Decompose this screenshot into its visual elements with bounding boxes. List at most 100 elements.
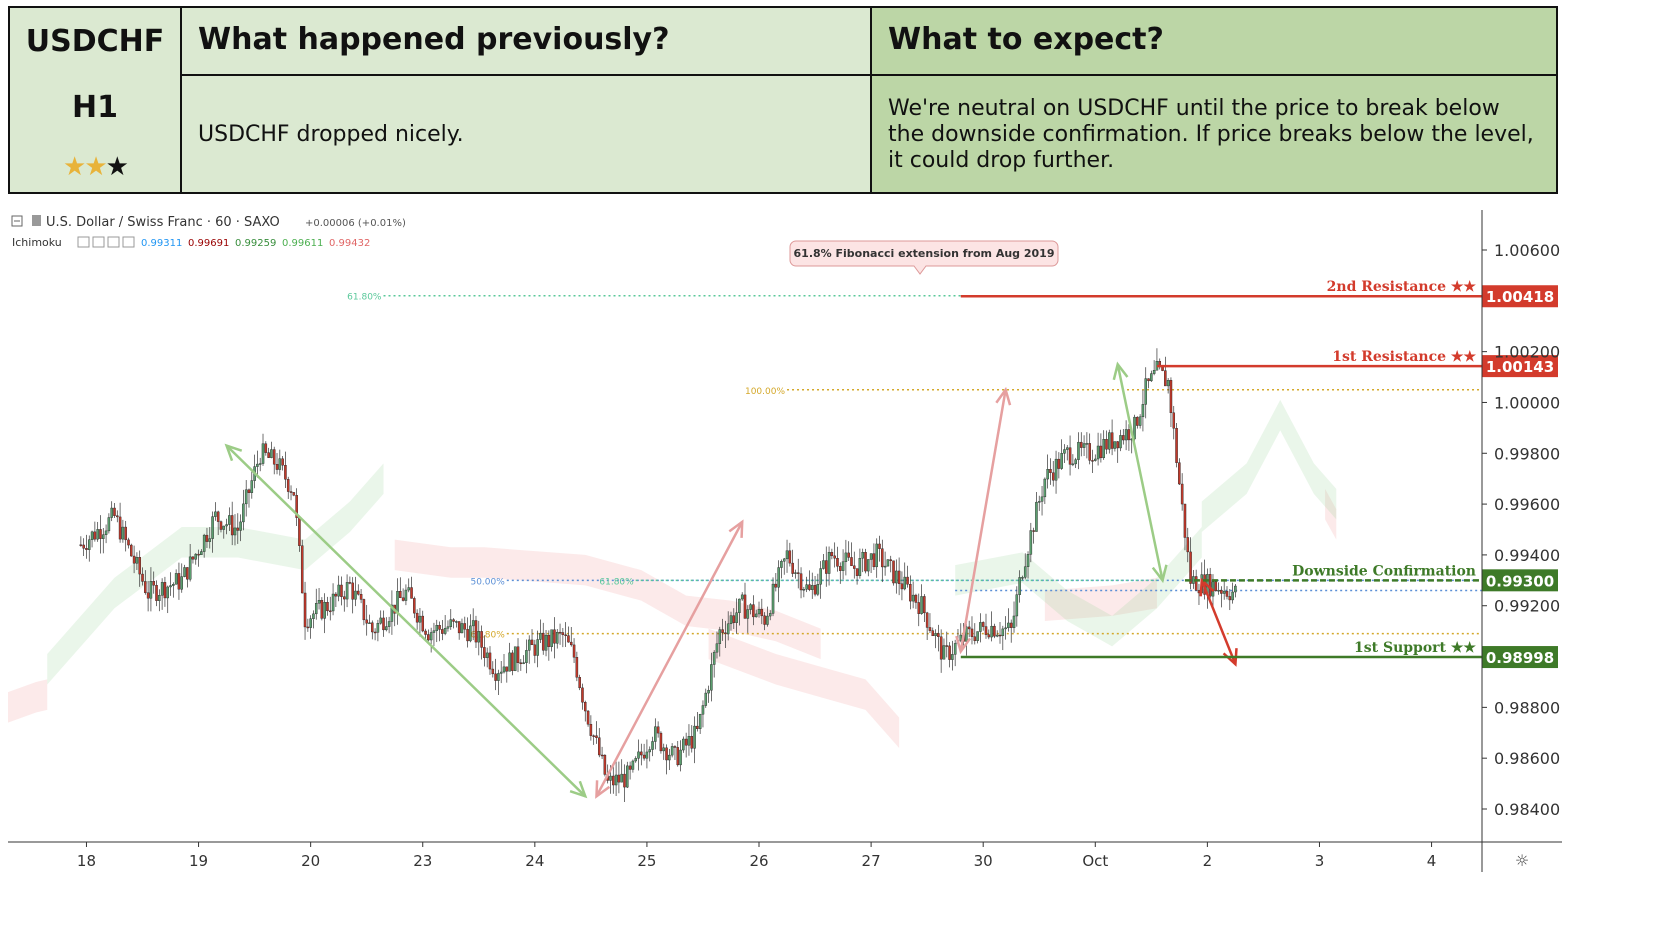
candle-body [1082,443,1086,448]
level-price-tag [1482,569,1558,592]
candle-body [292,492,296,496]
candle-body [236,527,240,531]
fibonacci-callout: 61.8% Fibonacci extension from Aug 2019 [789,240,1059,275]
candle-body [895,570,898,584]
x-tick-label: 27 [862,852,881,870]
cloud-bearish [1325,488,1337,540]
settings-icon[interactable] [92,236,105,248]
y-tick-label: 0.99600 [1494,495,1560,514]
candle-body [177,573,181,590]
candle-body [340,584,343,597]
candle-body [1186,537,1190,553]
candle-body [1124,429,1128,441]
candle-body [1091,460,1094,462]
key-levels: 2nd Resistance ★★ 1.00418 1st Resistance ★… [960,279,1558,669]
indicator-controls[interactable] [77,236,135,248]
x-tick-label: 26 [749,852,768,870]
candle-body [180,576,184,590]
candle-body [399,591,402,598]
candle-body [785,550,789,560]
candle-body [626,765,629,788]
candle-body [707,689,710,694]
candle-body [864,552,867,572]
y-tick-label: 0.99200 [1494,597,1560,616]
candle-body [693,725,696,749]
candle-body [654,726,657,742]
level-name: 1st Resistance ★★ [1332,349,1476,365]
candle-body [457,621,461,634]
candle-body [513,646,517,671]
candle-body [665,747,668,761]
level-price-tag [1482,285,1558,308]
x-tick-label: 25 [637,852,656,870]
instrument-label[interactable]: U.S. Dollar / Swiss Franc · 60 · SAXO [46,215,280,230]
candle-body [494,673,497,681]
fib-label: 61.80% [347,293,382,303]
source-icon[interactable] [107,236,120,248]
candle-body [267,452,270,458]
candle-body [1071,463,1075,466]
remove-icon[interactable] [122,236,135,248]
y-axis-ticks: 1.00600 1.00200 1.00000 0.99800 0.99600 0.994… [1482,241,1560,819]
candle-body [183,567,186,577]
candle-body [743,594,747,619]
x-tick-label: 24 [525,852,544,870]
candle-body [222,525,226,530]
candle-body [186,567,189,580]
candle-body [438,625,441,630]
candle-body [640,751,643,756]
candle-body [113,507,116,516]
candle-body [155,585,158,601]
candle-body [345,582,349,600]
fib-label: 61.80% [599,577,634,587]
candle-body [805,584,808,590]
candle-body [1074,459,1077,465]
candle-body [116,515,119,518]
x-tick-label: 30 [974,852,993,870]
y-tick-label: 0.98400 [1494,800,1560,819]
arrow-head [569,780,588,799]
candle-body [256,463,259,467]
candle-body [1222,590,1226,594]
candle-body [754,613,758,618]
candle-body [897,570,901,584]
candle-body [230,515,234,536]
candle-body [390,604,394,622]
candle-body [886,559,890,567]
candle-body [1105,439,1108,450]
candle-body [634,758,637,762]
eye-icon[interactable] [77,236,90,248]
candle-body [1150,373,1153,382]
candle-body [567,635,570,643]
candle-body [272,449,276,465]
collapse-icon[interactable] [11,215,23,227]
candle-body [1032,530,1035,532]
candle-body [892,560,895,584]
candle-body [382,617,385,631]
candle-body [771,583,775,614]
candle-body [132,555,136,564]
candle-body [410,587,413,599]
candle-body [1189,551,1192,584]
candle-body [718,629,722,644]
candle-body [194,553,198,560]
candle-body [853,565,856,569]
candle-body [1029,530,1033,555]
x-tick-label: 20 [301,852,320,870]
candle-body [202,534,206,552]
candle-body [970,628,974,637]
ichimoku-value: 0.99311 [141,238,182,249]
x-tick-label: 19 [189,852,208,870]
candle-body [788,550,792,564]
expect-text: We're neutral on USDCHF until the price … [888,96,1534,173]
settings-gear-icon[interactable]: ☼ [1515,851,1529,870]
arrow-head [728,519,744,538]
indicator-label[interactable]: Ichimoku [12,236,62,249]
candle-body [903,576,906,590]
candle-body [799,573,803,591]
candle-body [228,515,231,525]
candle-body [609,775,612,781]
candle-body [1054,458,1058,481]
candle-body [247,489,251,493]
